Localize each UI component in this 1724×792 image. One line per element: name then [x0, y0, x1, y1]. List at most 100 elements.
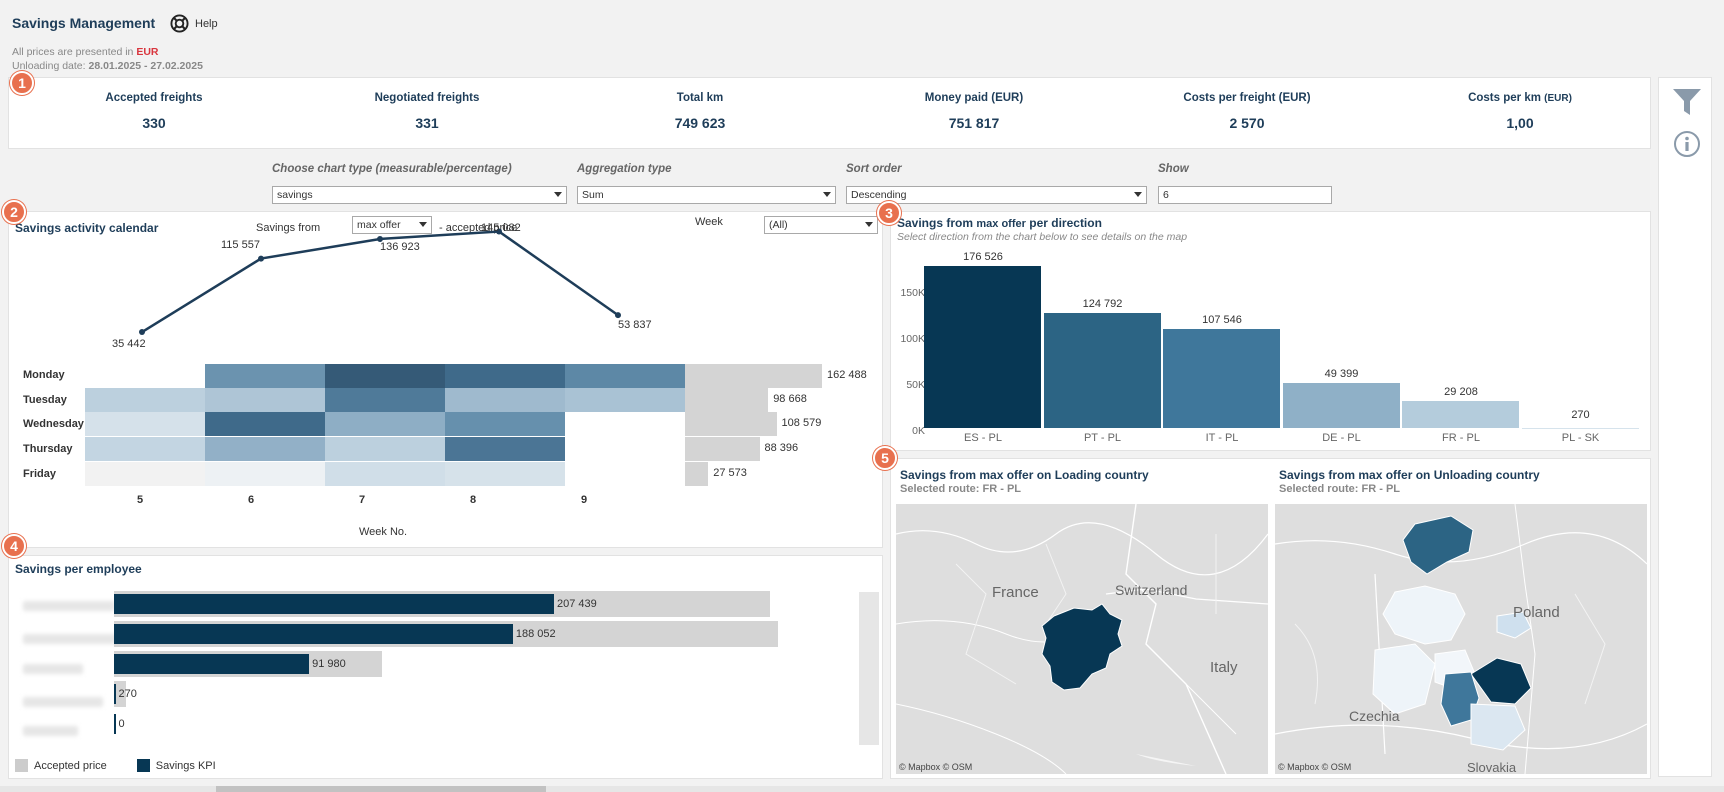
kpi-costs-per-freight: Costs per freight (EUR) 2 570 — [1117, 78, 1377, 131]
direction-subtitle: Select direction from the chart below to… — [897, 231, 1188, 243]
employee-savings-bar[interactable] — [114, 654, 310, 674]
y-tick: 150K — [900, 287, 925, 299]
heat-cell[interactable] — [325, 364, 445, 388]
step-badge: 1 — [10, 71, 34, 95]
kpi-label-text: Costs per km — [1468, 92, 1541, 104]
employee-scrollbar[interactable] — [859, 592, 879, 745]
employee-savings-bar[interactable] — [114, 684, 116, 704]
aggregation-label: Aggregation type — [577, 163, 672, 175]
heat-cell[interactable] — [325, 462, 445, 486]
kpi-label: Accepted freights — [105, 92, 203, 104]
kpi-value: 331 — [415, 115, 439, 131]
direction-category-label: FR - PL — [1442, 432, 1480, 444]
page-title: Savings Management — [12, 15, 156, 31]
prices-note: All prices are presented in EUR — [12, 46, 159, 58]
info-icon[interactable] — [1673, 130, 1701, 158]
horizontal-scrollbar[interactable] — [0, 786, 1724, 792]
direction-bar[interactable] — [1282, 382, 1400, 428]
chevron-down-icon — [554, 192, 562, 197]
day-total-bar[interactable] — [685, 388, 769, 412]
employee-savings-bar[interactable] — [114, 624, 513, 644]
aggregation-select[interactable]: Sum — [577, 186, 836, 204]
highlighted-region[interactable] — [1041, 603, 1123, 691]
direction-value-label: 49 399 — [1324, 367, 1359, 380]
direction-category-label: PL - SK — [1561, 432, 1600, 444]
day-total-bar[interactable] — [685, 412, 777, 436]
employee-savings-bar[interactable] — [114, 594, 554, 614]
day-label-tuesday: Tuesday — [23, 394, 67, 406]
direction-bar[interactable] — [1163, 329, 1280, 428]
savings-from-select[interactable]: max offer — [352, 216, 432, 234]
step-badge: 4 — [2, 534, 26, 558]
heat-cell[interactable] — [205, 364, 325, 388]
heat-cell[interactable] — [205, 388, 325, 412]
legend-label: Accepted price — [34, 759, 107, 772]
kpi-value: 1,00 — [1506, 115, 1534, 131]
week-tick: 8 — [470, 494, 477, 506]
kpi-label: Total km — [676, 92, 724, 104]
heat-cell[interactable] — [85, 388, 205, 412]
region[interactable] — [1496, 611, 1532, 639]
calendar-title: Savings activity calendar — [15, 221, 159, 235]
heat-cell[interactable] — [85, 462, 205, 486]
direction-category-label: ES - PL — [964, 432, 1002, 444]
chart-type-value: savings — [277, 189, 313, 201]
region[interactable] — [1470, 703, 1526, 751]
direction-bar[interactable] — [1043, 313, 1161, 428]
heat-cell[interactable] — [205, 412, 325, 436]
heat-cell[interactable] — [325, 437, 445, 461]
employee-value-label: 188 052 — [515, 628, 556, 640]
heat-cell[interactable] — [565, 388, 685, 412]
y-tick: 50K — [906, 379, 925, 391]
region[interactable] — [1402, 515, 1474, 575]
heat-cell[interactable] — [205, 437, 325, 461]
employee-accepted-bar[interactable] — [114, 681, 126, 707]
heat-cell[interactable] — [445, 364, 565, 388]
employee-panel: Savings per employee 207 439 188 052 91 98… — [8, 555, 883, 779]
heat-cell[interactable] — [205, 462, 325, 486]
direction-bar[interactable] — [924, 265, 1041, 428]
region[interactable] — [1372, 643, 1436, 715]
direction-bar[interactable] — [1402, 401, 1519, 428]
show-input[interactable]: 6 — [1158, 186, 1332, 204]
help-button[interactable]: Help — [170, 14, 218, 33]
region[interactable] — [1382, 585, 1466, 645]
line-point[interactable] — [139, 329, 145, 336]
day-total-bar[interactable] — [685, 364, 822, 388]
heat-cell[interactable] — [325, 388, 445, 412]
kpi-total-km: Total km 749 623 — [570, 78, 830, 131]
week-select[interactable]: (All) — [764, 216, 878, 234]
step-badge: 5 — [873, 446, 897, 470]
line-point[interactable] — [615, 312, 621, 319]
direction-title-b: max offer — [976, 218, 1026, 230]
direction-category-label: PT - PL — [1083, 432, 1122, 444]
line-point[interactable] — [258, 255, 264, 262]
day-label-thursday: Thursday — [23, 443, 73, 455]
heat-cell[interactable] — [85, 437, 205, 461]
heat-cell[interactable] — [325, 412, 445, 436]
sort-select[interactable]: Descending — [846, 186, 1147, 204]
day-label-wednesday: Wednesday — [23, 418, 84, 430]
day-total-bar[interactable] — [685, 437, 760, 461]
day-total-bar[interactable] — [685, 462, 709, 486]
employee-savings-bar[interactable] — [114, 714, 116, 734]
heat-cell[interactable] — [445, 462, 565, 486]
line-point[interactable] — [496, 228, 502, 235]
map-label-switzerland: Switzerland — [1115, 582, 1188, 598]
heat-cell[interactable] — [445, 412, 565, 436]
heat-cell[interactable] — [445, 437, 565, 461]
filter-icon[interactable] — [1671, 86, 1703, 118]
heat-cell[interactable] — [85, 412, 205, 436]
chart-type-select[interactable]: savings — [272, 186, 567, 204]
step-badge: 2 — [2, 200, 26, 224]
kpi-value: 751 817 — [948, 115, 1000, 131]
kpi-label: Costs per freight (EUR) — [1183, 92, 1311, 104]
line-point[interactable] — [377, 235, 383, 242]
heat-cell[interactable] — [445, 388, 565, 412]
heat-cell[interactable] — [565, 364, 685, 388]
region[interactable] — [1470, 657, 1532, 705]
scrollbar-thumb[interactable] — [216, 786, 546, 792]
loading-country-map[interactable]: France Switzerland Italy © Mapbox © OSM — [896, 504, 1268, 774]
sort-value: Descending — [851, 189, 907, 201]
unloading-country-map[interactable]: Poland Czechia Slovakia © Mapbox © OSM — [1275, 504, 1647, 774]
